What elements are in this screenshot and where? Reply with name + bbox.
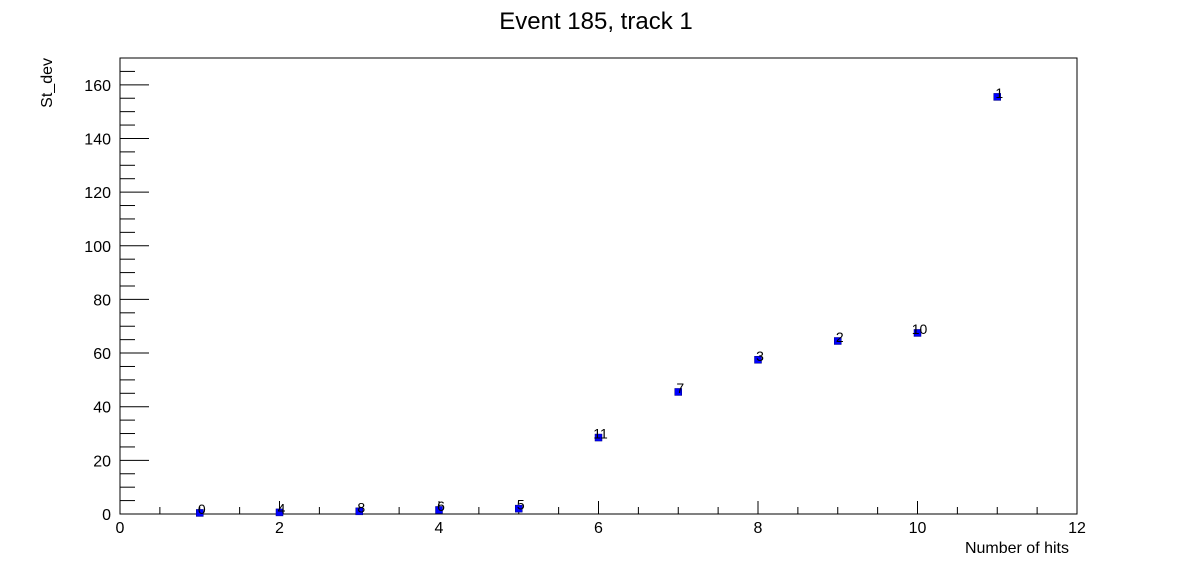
- y-tick-label: 60: [93, 346, 111, 363]
- y-tick-label: 140: [84, 131, 111, 148]
- x-tick-label: 6: [594, 520, 603, 537]
- x-axis-label: Number of hits: [965, 540, 1069, 557]
- data-label: 10: [912, 321, 928, 337]
- data-label: 4: [278, 500, 286, 516]
- data-label: 8: [357, 499, 365, 515]
- data-point: [754, 356, 762, 364]
- data-label: 6: [437, 498, 445, 514]
- data-label: 11: [593, 426, 608, 442]
- chart-title: Event 185, track 1: [499, 8, 692, 35]
- y-tick-label: 40: [93, 400, 111, 417]
- y-tick-label: 160: [84, 78, 111, 95]
- data-label: 2: [836, 329, 844, 345]
- data-point: [275, 508, 284, 517]
- data-point: [834, 337, 842, 345]
- x-tick-label: 0: [116, 520, 125, 537]
- y-axis-label: St_dev: [39, 58, 56, 108]
- x-tick-label: 2: [275, 520, 284, 537]
- data-point: [515, 504, 523, 513]
- x-tick-label: 10: [909, 520, 927, 537]
- data-point: [993, 93, 1001, 101]
- x-tick-label: 12: [1068, 520, 1086, 537]
- y-axis: 0 20 40 60 80 100 120 140 160: [84, 57, 149, 524]
- x-axis: 0 2 4 6 8 10 12: [116, 501, 1086, 537]
- data-label: 1: [995, 85, 1003, 101]
- data-point: [196, 509, 204, 517]
- y-tick-label: 20: [93, 453, 111, 470]
- x-tick-label: 8: [754, 520, 763, 537]
- data-label: 5: [517, 497, 525, 513]
- data-point: [435, 506, 443, 514]
- y-tick-label: 120: [84, 185, 111, 202]
- y-tick-label: 0: [102, 507, 111, 524]
- data-label: 3: [756, 348, 764, 364]
- y-tick-label: 100: [84, 239, 111, 256]
- data-point: [594, 433, 603, 442]
- data-label: 0: [198, 501, 206, 517]
- data-points: 0 4 8 6 5 11 7 3 2 10 1: [196, 85, 1003, 517]
- data-point: [913, 329, 922, 337]
- plot-frame: [119, 57, 1078, 515]
- data-point: [355, 507, 363, 516]
- data-point: [674, 388, 682, 396]
- y-tick-label: 80: [93, 292, 111, 309]
- data-label: 7: [676, 380, 684, 396]
- x-tick-label: 4: [435, 520, 444, 537]
